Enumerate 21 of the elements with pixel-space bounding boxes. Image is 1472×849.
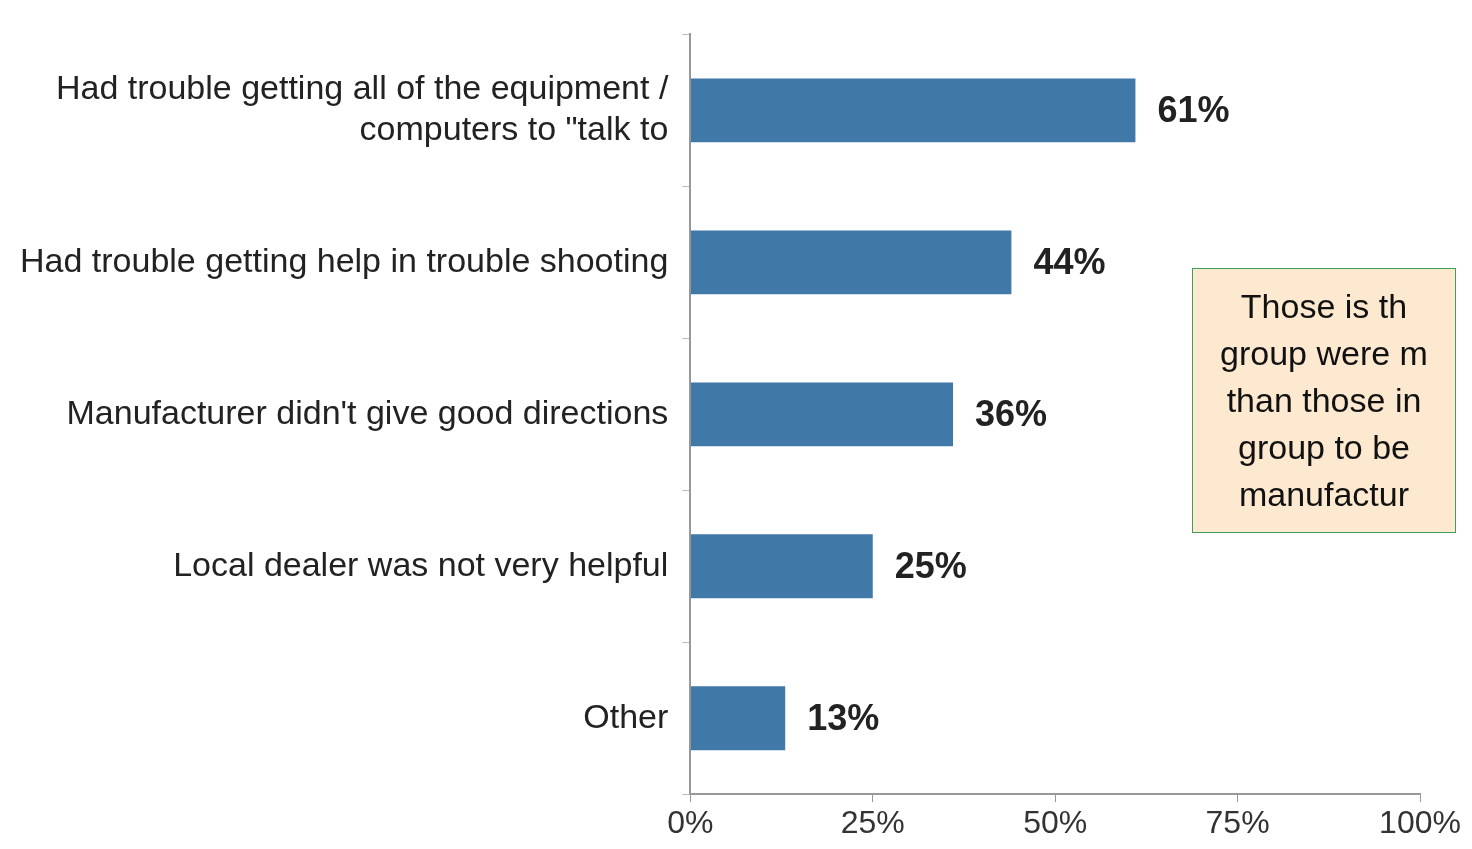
x-tick-label: 0% xyxy=(667,804,714,841)
bar xyxy=(690,382,954,447)
x-tick-label: 100% xyxy=(1379,804,1461,841)
data-label: 36% xyxy=(975,393,1048,435)
y-tick-label: Had trouble getting help in trouble shooting xyxy=(20,240,669,279)
bar xyxy=(690,230,1012,295)
data-label: 25% xyxy=(894,545,967,587)
y-tick-label: Other xyxy=(583,696,669,735)
x-tick-label: 75% xyxy=(1205,804,1270,841)
bar xyxy=(690,534,873,599)
annotation: Those is th group were m than those in group to be manufactur xyxy=(1192,268,1456,533)
y-tick-label: Had trouble getting all of the equipment / computers to "talk to xyxy=(55,68,669,148)
bar xyxy=(690,686,786,751)
data-label: 61% xyxy=(1157,89,1230,131)
data-label: 44% xyxy=(1033,241,1106,283)
bar xyxy=(690,78,1136,143)
data-label: 13% xyxy=(807,697,880,739)
x-tick-label: 50% xyxy=(1023,804,1088,841)
y-tick-label: Local dealer was not very helpful xyxy=(173,544,669,583)
y-tick-label: Manufacturer didn't give good directions xyxy=(66,392,669,431)
x-tick-label: 25% xyxy=(840,804,905,841)
